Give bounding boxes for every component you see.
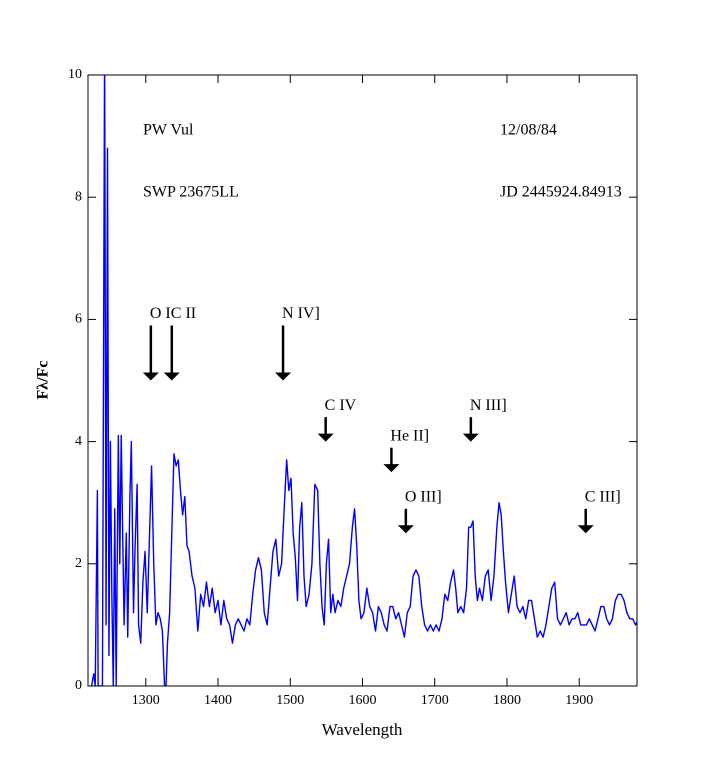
y-tick-label: 4: [75, 434, 82, 449]
plot-text: PW Vul: [143, 122, 194, 139]
x-tick-label: 1600: [349, 693, 377, 708]
y-axis-label: Fλ/Fc: [35, 361, 52, 400]
plot-text: JD 2445924.84913: [500, 184, 622, 201]
y-tick-label: 10: [68, 67, 82, 82]
annotation-label: N IV]: [282, 305, 320, 322]
annotation-arrowhead: [397, 525, 414, 534]
x-tick-label: 1800: [493, 693, 521, 708]
x-tick-label: 1700: [421, 693, 449, 708]
annotation-arrowhead: [163, 372, 180, 381]
plot-area: [90, 75, 637, 686]
annotation-label: C II: [171, 305, 196, 322]
annotation-label: C III]: [585, 488, 621, 505]
y-tick-label: 0: [75, 678, 82, 693]
annotation-arrowhead: [142, 372, 159, 381]
x-tick-label: 1500: [276, 693, 304, 708]
annotation-label: O III]: [405, 488, 442, 505]
annotation-label: O I: [150, 305, 171, 322]
plot-text: SWP 23675LL: [143, 184, 239, 201]
y-tick-label: 8: [75, 189, 82, 204]
spectrum-line: [90, 75, 637, 686]
x-axis-label: Wavelength: [322, 720, 403, 739]
y-tick-label: 6: [75, 312, 82, 327]
x-tick-label: 1300: [132, 693, 160, 708]
annotation-arrowhead: [275, 372, 292, 381]
x-tick-label: 1900: [565, 693, 593, 708]
plot-text: 12/08/84: [500, 122, 557, 139]
annotation-arrowhead: [383, 464, 400, 473]
x-tick-label: 1400: [204, 693, 232, 708]
annotation-arrowhead: [577, 525, 594, 534]
annotation-label: C IV: [325, 397, 357, 414]
annotation-arrowhead: [462, 433, 479, 442]
annotation-label: He II]: [390, 427, 429, 444]
annotation-label: N III]: [470, 397, 507, 414]
annotation-arrowhead: [317, 433, 334, 442]
y-tick-label: 2: [75, 556, 82, 571]
